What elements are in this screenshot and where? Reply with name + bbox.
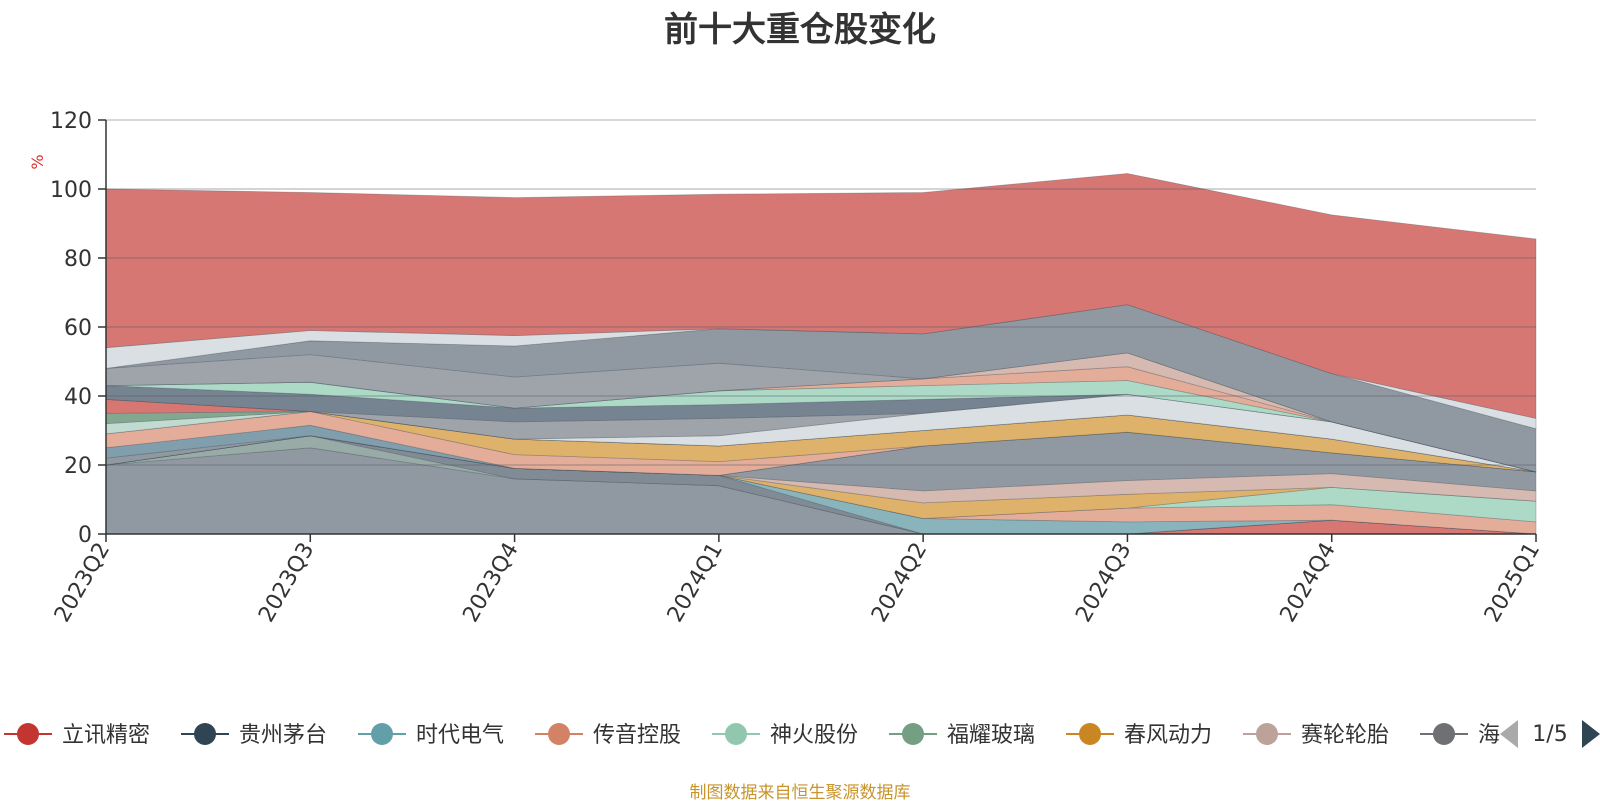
legend-marker-icon bbox=[1079, 723, 1101, 745]
x-tick-label-2: 2023Q4 bbox=[458, 539, 523, 627]
legend-item-0[interactable]: 立讯精密 bbox=[4, 723, 150, 748]
legend-pager: 1/5 bbox=[1500, 720, 1600, 748]
legend-marker-icon bbox=[1256, 723, 1278, 745]
x-tick-label-7: 2025Q1 bbox=[1480, 539, 1545, 627]
y-tick-label-5: 100 bbox=[50, 178, 92, 203]
legend-label: 贵州茅台 bbox=[239, 723, 327, 748]
legend-item-6[interactable]: 春风动力 bbox=[1066, 723, 1212, 748]
legend-label: 赛轮轮胎 bbox=[1301, 723, 1389, 748]
legend-item-2[interactable]: 时代电气 bbox=[358, 723, 504, 748]
legend-marker-icon bbox=[548, 723, 570, 745]
legend-marker-icon bbox=[1433, 723, 1455, 745]
legend-marker-icon bbox=[17, 723, 39, 745]
x-tick-label-3: 2024Q1 bbox=[663, 539, 728, 627]
legend-marker-icon bbox=[194, 723, 216, 745]
legend-marker-icon bbox=[725, 723, 747, 745]
y-axis-unit-label: % bbox=[28, 154, 47, 169]
legend-label: 海 bbox=[1478, 723, 1500, 748]
legend-item-5[interactable]: 福耀玻璃 bbox=[889, 723, 1035, 748]
legend-item-8[interactable]: 海 bbox=[1420, 723, 1500, 748]
legend-label: 时代电气 bbox=[416, 723, 504, 748]
y-tick-label-2: 40 bbox=[64, 385, 92, 410]
legend-label: 福耀玻璃 bbox=[947, 723, 1035, 748]
area-series-26 bbox=[105, 173, 1537, 419]
legend-label: 立讯精密 bbox=[62, 723, 150, 748]
y-tick-label-4: 80 bbox=[64, 247, 92, 272]
legend: 立讯精密 贵州茅台 时代电气 传音控股 神火股份 福耀玻璃 春风动力 赛轮轮胎 海 bbox=[4, 723, 1500, 748]
x-tick-label-5: 2024Q3 bbox=[1071, 539, 1136, 627]
legend-label: 春风动力 bbox=[1124, 723, 1212, 748]
grid-lines bbox=[106, 119, 1536, 466]
y-tick-label-1: 20 bbox=[64, 454, 92, 479]
y-tick-label-6: 120 bbox=[50, 109, 92, 134]
legend-label: 神火股份 bbox=[770, 723, 858, 748]
source-note: 制图数据来自恒生聚源数据库 bbox=[689, 783, 911, 803]
x-tick-label-6: 2024Q4 bbox=[1276, 539, 1341, 627]
x-tick-label-4: 2024Q2 bbox=[867, 539, 932, 627]
legend-item-4[interactable]: 神火股份 bbox=[712, 723, 858, 748]
legend-label: 传音控股 bbox=[593, 723, 681, 748]
area-stack bbox=[105, 173, 1537, 535]
legend-item-1[interactable]: 贵州茅台 bbox=[181, 723, 327, 748]
chart-title: 前十大重仓股变化 bbox=[664, 10, 936, 50]
legend-next-arrow-icon[interactable] bbox=[1582, 720, 1600, 748]
x-tick-label-1: 2023Q3 bbox=[254, 539, 319, 627]
legend-marker-icon bbox=[902, 723, 924, 745]
legend-marker-icon bbox=[371, 723, 393, 745]
legend-item-7[interactable]: 赛轮轮胎 bbox=[1243, 723, 1389, 748]
x-tick-label-0: 2023Q2 bbox=[50, 539, 115, 627]
legend-prev-arrow-icon[interactable] bbox=[1500, 720, 1518, 748]
y-tick-label-0: 0 bbox=[78, 523, 92, 548]
y-tick-label-3: 60 bbox=[64, 316, 92, 341]
legend-item-3[interactable]: 传音控股 bbox=[535, 723, 681, 748]
legend-page-indicator: 1/5 bbox=[1532, 722, 1567, 747]
